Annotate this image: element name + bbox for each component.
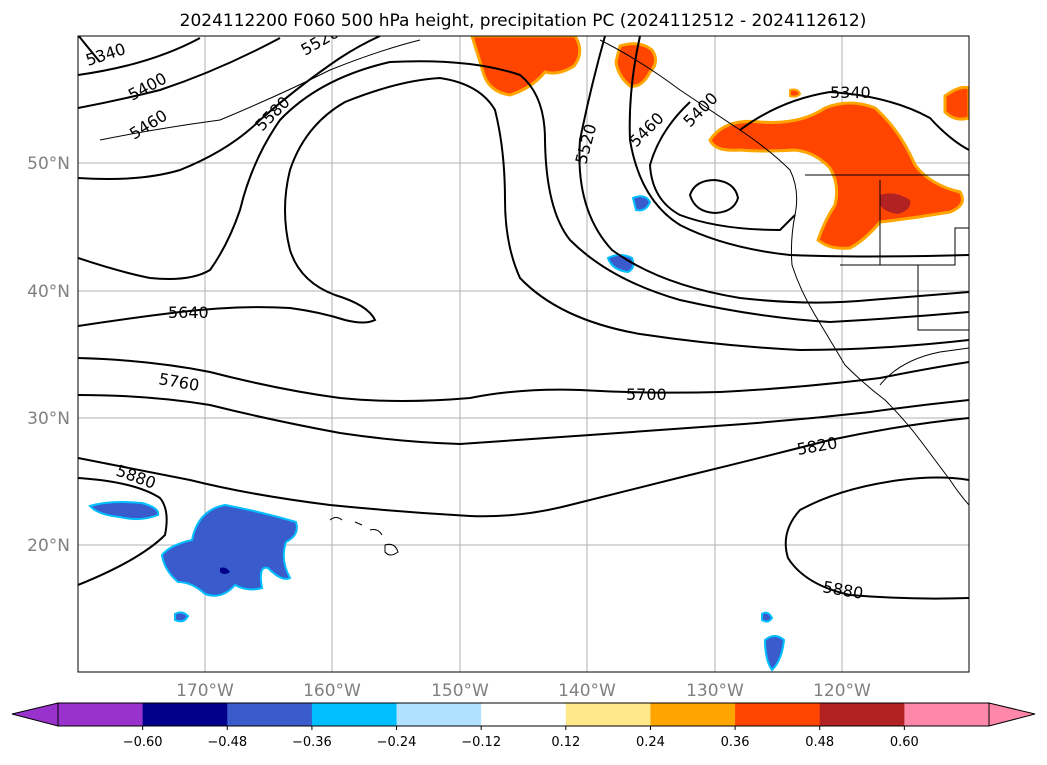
colorbar-bin xyxy=(819,703,905,726)
colorbar-max-extension xyxy=(988,702,1036,727)
colorbar-bin xyxy=(58,703,144,726)
contour-5820 xyxy=(78,417,969,518)
colorbar-tick-label: −0.36 xyxy=(292,735,332,750)
precip-area-hawaii-west xyxy=(160,503,298,597)
colorbar-tick-label: 0.36 xyxy=(721,735,750,750)
contour-5580 xyxy=(78,60,969,324)
lon-label-160w: 160°W xyxy=(303,681,361,701)
contour-5460-east xyxy=(628,36,969,258)
contour-label-5700: 5700 xyxy=(626,385,667,404)
colorbar-tick-label: 0.48 xyxy=(805,735,834,750)
contour-5880-west xyxy=(78,477,168,586)
coast-bc-alaska xyxy=(599,39,798,216)
contour-5400-east xyxy=(648,101,796,232)
colorbar-bin xyxy=(565,703,651,726)
colorbar-ticks: −0.60 −0.48 −0.36 −0.24 −0.12 0.12 0.24 0.36 0.4… xyxy=(123,726,919,750)
map-title: 2024112200 F060 500 hPa height, precipit… xyxy=(180,11,867,31)
precip-area-southeast xyxy=(763,635,786,672)
colorbar-bin xyxy=(311,703,398,726)
contour-5700 xyxy=(78,357,969,402)
lat-label-50n: 50°N xyxy=(27,154,70,174)
lon-label-170w: 170°W xyxy=(176,681,234,701)
contour-label-5640: 5640 xyxy=(168,303,209,322)
lat-label-20n: 20°N xyxy=(27,536,70,556)
contour-5520-east xyxy=(578,36,969,304)
longitude-labels: 170°W 160°W 150°W 140°W 130°W 120°W xyxy=(176,681,871,701)
latitude-labels: 50°N 40°N 30°N 20°N xyxy=(27,154,70,556)
colorbar-tick-label: −0.24 xyxy=(377,735,417,750)
colorbar-tick-label: −0.48 xyxy=(207,735,247,750)
precip-area-small-sw xyxy=(174,611,190,623)
colorbar-border xyxy=(57,702,990,727)
colorbar-tick-label: 0.24 xyxy=(636,735,665,750)
colorbar-bin xyxy=(735,703,821,726)
precip-positive-areas xyxy=(470,36,969,250)
contour-low-center xyxy=(688,178,740,215)
coast-west-us-mexico xyxy=(790,214,969,506)
coast-aleutians xyxy=(99,39,421,141)
colorbar-tick-label: −0.12 xyxy=(461,735,501,750)
precip-area-gulf-alaska xyxy=(470,36,582,97)
precip-area-off-oregon xyxy=(631,195,652,212)
colorbar-segments xyxy=(58,703,990,726)
lat-label-30n: 30°N xyxy=(27,409,70,429)
precip-negative-areas xyxy=(88,195,786,672)
map-border xyxy=(77,35,970,673)
precip-area-small xyxy=(789,88,802,98)
border-states-1 xyxy=(840,227,969,266)
colorbar-tick-label: −0.60 xyxy=(123,735,163,750)
border-us-mexico xyxy=(879,347,969,386)
lon-label-130w: 130°W xyxy=(686,681,744,701)
lon-label-150w: 150°W xyxy=(431,681,489,701)
contour-5340-west xyxy=(78,36,101,63)
colorbar-tick-label: 0.60 xyxy=(890,735,919,750)
colorbar-min-extension xyxy=(11,702,59,727)
lon-label-120w: 120°W xyxy=(813,681,871,701)
colorbar-bin xyxy=(142,703,228,726)
lon-label-140w: 140°W xyxy=(558,681,616,701)
colorbar-bin xyxy=(904,703,990,726)
precip-area-small-se xyxy=(761,611,774,623)
height-contours xyxy=(78,36,969,600)
contour-5760 xyxy=(78,394,969,446)
contour-5640 xyxy=(78,76,969,352)
precip-area-far-west xyxy=(88,501,160,521)
contour-5340-east xyxy=(739,90,969,151)
border-states-3 xyxy=(917,265,969,331)
colorbar-bin xyxy=(481,703,567,726)
lat-label-40n: 40°N xyxy=(27,282,70,302)
coastlines xyxy=(99,39,969,556)
contour-5460-west xyxy=(78,37,281,109)
colorbar-bin xyxy=(396,703,482,726)
contour-label-5340-east: 5340 xyxy=(830,83,871,102)
precip-max-area xyxy=(880,193,911,214)
precip-min-area xyxy=(220,567,230,574)
colorbar-bin xyxy=(227,703,313,726)
contour-5880-east xyxy=(784,476,969,600)
contour-5520-west xyxy=(78,36,381,180)
coast-hawaii xyxy=(329,517,399,556)
colorbar: −0.60 −0.48 −0.36 −0.24 −0.12 0.12 0.24 0.36 0.4… xyxy=(11,702,1036,750)
colorbar-bin xyxy=(650,703,736,726)
contour-5400-west xyxy=(78,37,201,76)
colorbar-tick-label: 0.12 xyxy=(551,735,580,750)
precip-area-rockies xyxy=(943,85,969,121)
